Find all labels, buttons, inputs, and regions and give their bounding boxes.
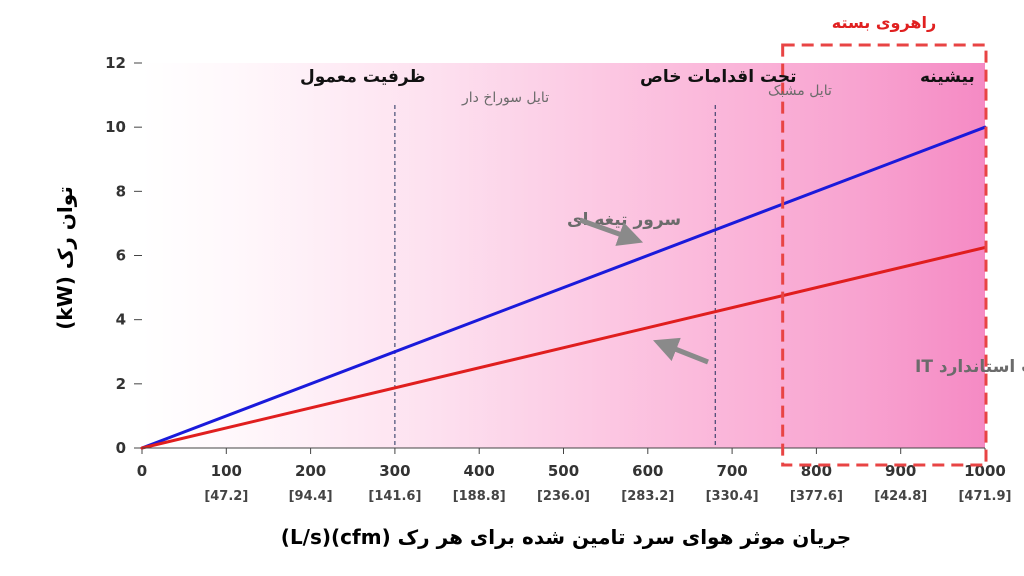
zone-label-typical: ظرفیت معمول <box>300 67 426 87</box>
series-line <box>140 125 987 450</box>
closed-aisle-highlight <box>781 43 988 467</box>
perforated-tile-label: تایل سوراخ دار <box>461 90 549 106</box>
series-line <box>140 245 987 450</box>
y-tick-label: 10 <box>105 118 126 136</box>
x-tick-label: 500 <box>548 462 579 480</box>
x-tick-secondary-label: [47.2] <box>204 489 248 504</box>
x-tick-label: 200 <box>295 462 326 480</box>
closed-aisle-label: راهروی بسته <box>832 13 936 32</box>
y-axis-ticks: 0 2 4 6 8 10 12 <box>105 54 142 457</box>
grate-tile-label: تایل مشبک <box>768 83 832 99</box>
x-tick-secondary-label: [471.9] <box>958 489 1011 504</box>
zone-label-special: تحت اقدامات خاص <box>640 67 797 87</box>
x-tick-secondary-label: [330.4] <box>706 489 759 504</box>
x-tick-label: 0 <box>137 462 147 480</box>
y-tick-label: 4 <box>116 311 126 329</box>
x-tick-secondary-label: [188.8] <box>453 489 506 504</box>
zone-label-max: بیشینه <box>920 67 975 87</box>
y-tick-label: 12 <box>105 54 126 72</box>
x-axis-ticks: 0 100 [47.2] 200 [94.4] 300 [141.6] 400 [188.8] 5… <box>137 448 1012 504</box>
y-tick-label: 8 <box>116 182 126 200</box>
y-tick-label: 0 <box>116 439 126 457</box>
plot-background <box>142 63 985 448</box>
x-tick-label: 300 <box>379 462 410 480</box>
x-tick-secondary-label: [377.6] <box>790 489 843 504</box>
y-tick-label: 2 <box>116 375 126 393</box>
blade-server-arrow <box>579 217 644 246</box>
series-lines <box>140 125 987 450</box>
x-tick-secondary-label: [424.8] <box>874 489 927 504</box>
x-tick-label: 100 <box>211 462 242 480</box>
x-tick-label: 900 <box>885 462 916 480</box>
x-tick-label: 600 <box>632 462 663 480</box>
standard-it-label: تجهیزات استاندارد IT <box>915 357 1024 377</box>
x-tick-secondary-label: [236.0] <box>537 489 590 504</box>
x-tick-secondary-label: [141.6] <box>368 489 421 504</box>
x-tick-label: 700 <box>716 462 747 480</box>
y-axis-title: توان رک (kW) <box>53 186 77 330</box>
standard-it-arrow <box>653 337 709 365</box>
tile-markers <box>394 105 716 448</box>
x-tick-label: 400 <box>464 462 495 480</box>
x-tick-secondary-label: [94.4] <box>289 489 333 504</box>
x-tick-secondary-label: [283.2] <box>621 489 674 504</box>
x-axis-title: جریان موثر هوای سرد تامین شده برای هر رک… <box>281 525 851 549</box>
y-tick-label: 6 <box>116 247 126 265</box>
